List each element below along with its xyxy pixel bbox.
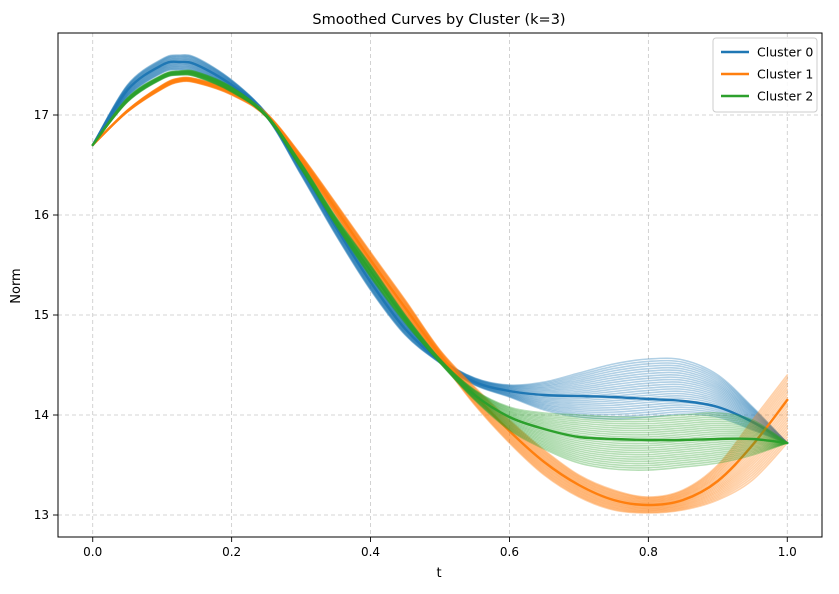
- series-0-curve: [91, 65, 789, 444]
- grid: [58, 33, 822, 537]
- series-2-curve: [91, 73, 789, 469]
- y-tick-label: 16: [34, 208, 49, 222]
- series-0-curve: [91, 54, 789, 444]
- series-1-curve: [91, 80, 789, 513]
- series-2-line: [91, 71, 789, 445]
- series-2-curve: [91, 69, 789, 444]
- series-1-curve: [91, 76, 789, 498]
- series-0-curve: [91, 53, 789, 444]
- plot-area: [91, 53, 789, 514]
- series-0-curve: [91, 68, 789, 444]
- series-0-curve: [91, 68, 789, 444]
- series-0-curve: [91, 56, 789, 444]
- chart-title: Smoothed Curves by Cluster (k=3): [312, 12, 565, 28]
- series-2-curve: [91, 73, 789, 467]
- y-tick-label: 13: [34, 508, 49, 522]
- series-2-curve: [91, 69, 789, 444]
- x-axis-label: t: [436, 566, 441, 581]
- series-0-curve: [91, 58, 789, 444]
- series-0-curve: [91, 58, 789, 444]
- legend-label: Cluster 1: [757, 67, 813, 82]
- legend-label: Cluster 2: [757, 89, 813, 104]
- series-1-curve: [91, 80, 789, 512]
- series-2-curve: [91, 69, 789, 444]
- series-0-curve: [91, 57, 789, 444]
- series-0-line: [91, 60, 789, 445]
- series-0-curve: [91, 57, 789, 444]
- series-0-curve: [91, 66, 789, 444]
- series-1-curve: [91, 77, 789, 501]
- series-2-curve: [91, 73, 789, 465]
- x-tick-label: 0.0: [83, 545, 102, 559]
- series-1-curve: [91, 77, 789, 502]
- series-0-curve: [91, 67, 789, 444]
- series-2-group: [91, 69, 789, 471]
- series-1-curve: [91, 80, 789, 514]
- legend-label: Cluster 0: [757, 45, 813, 60]
- series-1-curve: [91, 76, 789, 499]
- legend: Cluster 0 Cluster 1 Cluster 2: [712, 37, 818, 113]
- x-tick-label: 0.8: [639, 545, 658, 559]
- y-tick-label: 17: [34, 108, 49, 122]
- series-1-curve: [91, 76, 789, 500]
- series-0-curve: [91, 55, 789, 444]
- x-tick-label: 0.6: [500, 545, 519, 559]
- series-1-line: [91, 78, 789, 507]
- axes: 0.0 0.2 0.4 0.6 0.8 1.0 13 14 15 16 17: [34, 108, 797, 559]
- x-tick-label: 0.4: [361, 545, 380, 559]
- y-tick-label: 14: [34, 408, 49, 422]
- series-2-curve: [91, 73, 789, 471]
- y-axis-label: Norm: [9, 268, 24, 303]
- series-0-curve: [91, 67, 789, 444]
- y-tick-label: 15: [34, 308, 49, 322]
- series-1-curve: [91, 77, 789, 500]
- series-0-group: [91, 53, 789, 445]
- series-0-curve: [91, 65, 789, 444]
- plot-frame: [57, 32, 823, 538]
- series-0-curve: [91, 55, 789, 444]
- x-tick-label: 0.2: [222, 545, 241, 559]
- legend-box: [712, 37, 818, 113]
- series-2-curve: [91, 70, 789, 444]
- x-tick-label: 1.0: [778, 545, 797, 559]
- series-2-curve: [91, 73, 789, 463]
- series-1-curve: [91, 80, 789, 514]
- series-1-group: [91, 76, 789, 514]
